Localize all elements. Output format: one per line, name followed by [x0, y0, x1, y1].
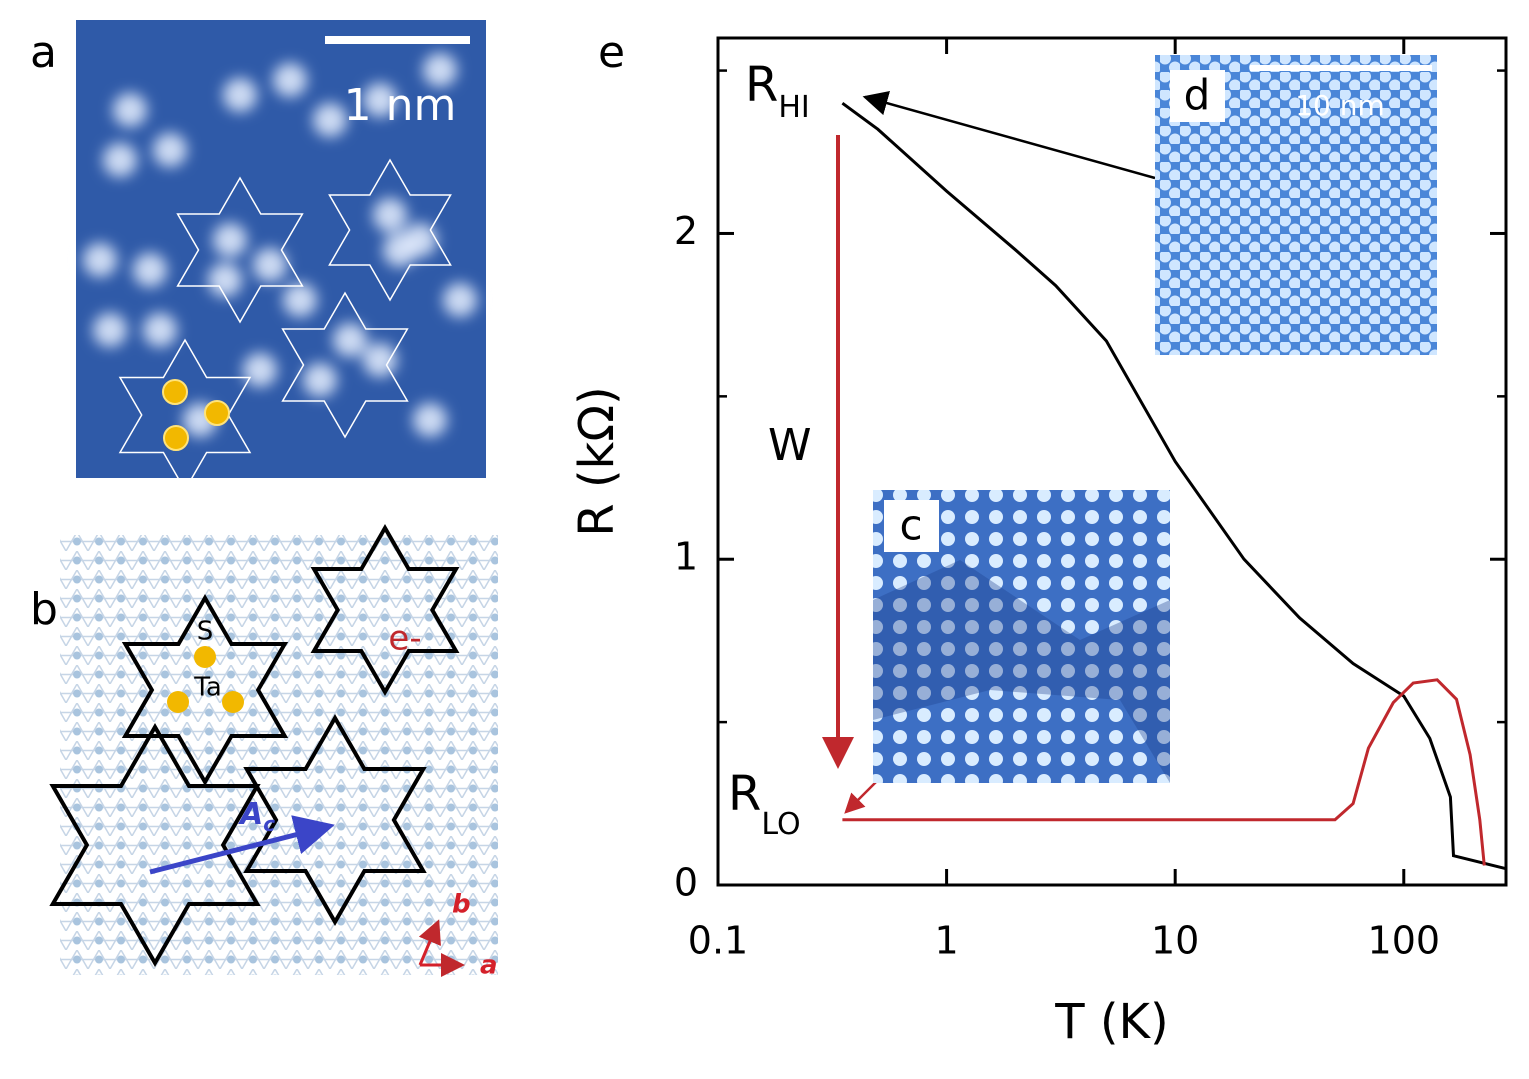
r-lo: R	[728, 766, 761, 822]
y-tick-label: 2	[674, 209, 698, 253]
vector-name: A	[238, 797, 263, 832]
blob	[143, 313, 177, 347]
plot-area: 0.1 1 10 100 0 1 2 T (K) R (kΩ)	[569, 36, 1508, 1050]
blob	[363, 343, 397, 377]
star-outlines	[49, 158, 460, 968]
panel-d: 10 nm d	[1155, 55, 1437, 355]
star	[176, 176, 304, 324]
vector-sub: c	[263, 812, 275, 836]
data-line	[842, 678, 1486, 866]
x-axis-label: T (K)	[1054, 994, 1169, 1050]
blob	[273, 63, 307, 97]
blob	[213, 223, 247, 257]
axis-label: a	[480, 951, 498, 981]
electron-label: e-	[388, 619, 421, 659]
blob	[83, 243, 117, 277]
blob	[283, 283, 317, 317]
blob	[243, 353, 277, 387]
atom-label: S	[197, 617, 214, 647]
panel-label: c	[899, 501, 922, 550]
x-tick-label: 10	[1151, 919, 1199, 963]
panel-b-labels: S Ta e- Ac b a	[149, 379, 498, 981]
vector-label: Ac	[238, 797, 275, 836]
blob	[413, 403, 447, 437]
blob	[113, 93, 147, 127]
blob	[363, 83, 397, 117]
axes-frame	[716, 36, 1508, 887]
blob	[313, 103, 347, 137]
data-line	[841, 101, 1507, 871]
blob	[443, 283, 477, 317]
axis-label: b	[452, 890, 471, 920]
panel-c: c	[873, 490, 1170, 783]
blob	[423, 53, 457, 87]
y-axis-label: R (kΩ)	[569, 386, 625, 537]
panel-label: b	[30, 584, 58, 635]
y-tick-label: 1	[674, 535, 698, 579]
r-hi: R	[745, 57, 778, 113]
star	[118, 338, 252, 492]
atom-label: Ta	[193, 673, 222, 703]
panel-b: b	[30, 535, 498, 975]
blob	[373, 198, 407, 232]
panel-label: a	[30, 27, 57, 78]
blob	[153, 133, 187, 167]
panel-label: e	[598, 27, 625, 78]
x-tick-label: 0.1	[688, 919, 748, 963]
r-hi-sub: HI	[778, 90, 809, 125]
annotation: RLO	[728, 766, 801, 842]
star	[121, 593, 289, 787]
blob	[93, 313, 127, 347]
scale-bar-label: 10 nm	[1295, 89, 1385, 122]
star	[328, 158, 452, 302]
blob	[253, 248, 287, 282]
blob	[303, 363, 337, 397]
blob	[333, 323, 367, 357]
blob	[223, 78, 257, 112]
panel-label: d	[1184, 71, 1211, 120]
blob	[103, 143, 137, 177]
x-tick-label: 1	[935, 919, 959, 963]
r-lo-sub: LO	[761, 807, 800, 842]
annotations: RHI RLO W	[728, 57, 1156, 842]
blob	[133, 253, 167, 287]
y-tick-label: 0	[674, 861, 698, 905]
star	[243, 713, 427, 927]
blob	[208, 263, 242, 297]
blob	[383, 233, 417, 267]
scale-bar-label: 1 nm	[344, 80, 457, 131]
star	[281, 291, 409, 439]
x-tick-label: 100	[1368, 919, 1441, 963]
star	[310, 524, 460, 696]
annotation: RHI	[745, 57, 810, 125]
annotation: W	[768, 420, 812, 471]
panel-a: 1 nm a	[30, 20, 486, 478]
